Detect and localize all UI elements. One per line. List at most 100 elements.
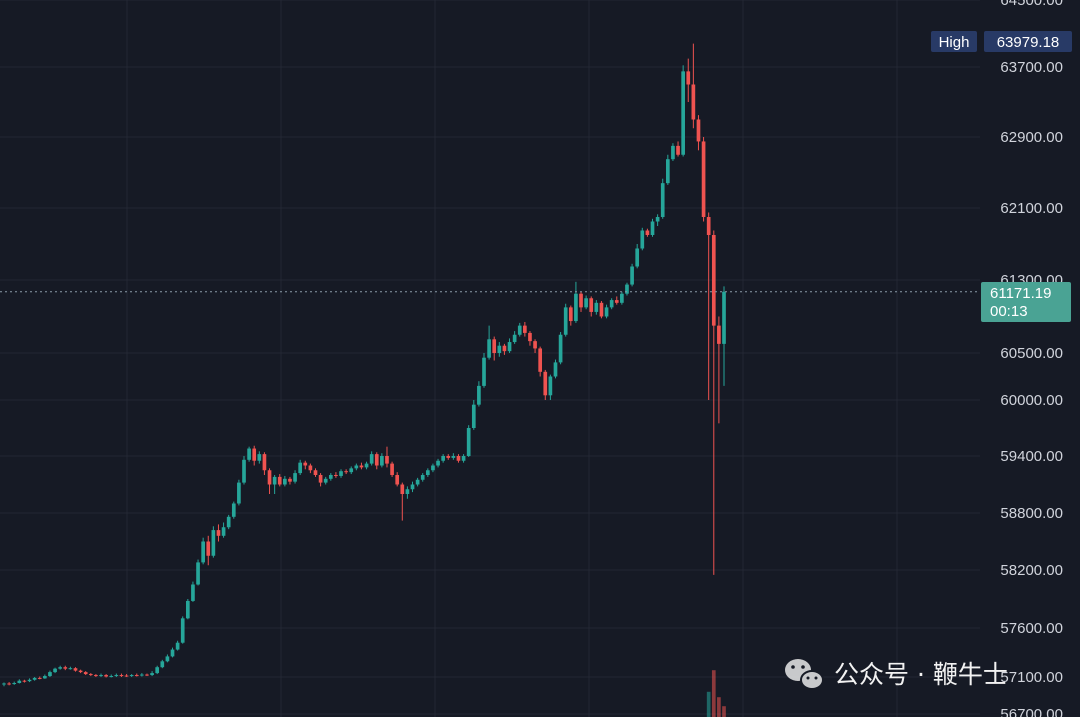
candle-body bbox=[625, 284, 629, 294]
candle-body bbox=[104, 675, 108, 677]
candle-body bbox=[231, 503, 236, 517]
candle-body bbox=[420, 475, 425, 480]
candle-body bbox=[165, 656, 170, 662]
candle-body bbox=[711, 235, 716, 326]
watermark-text: 公众号 · 鞭牛士 bbox=[834, 660, 1008, 689]
candle-body bbox=[487, 339, 491, 358]
candle-body bbox=[288, 478, 292, 482]
candle-body bbox=[272, 476, 277, 485]
candle-body bbox=[339, 471, 343, 476]
candle-body bbox=[425, 470, 430, 475]
candle-body bbox=[696, 119, 701, 142]
candle-body bbox=[645, 230, 650, 235]
last-price-countdown: 00:13 bbox=[990, 303, 1028, 320]
candle-body bbox=[283, 478, 287, 485]
volume-bar bbox=[717, 697, 721, 717]
last-price-marker: 61171.19 00:13 bbox=[981, 282, 1071, 322]
candle-body bbox=[22, 680, 27, 682]
y-tick-label: 63700.00 bbox=[1000, 59, 1063, 76]
candle-body bbox=[83, 672, 88, 675]
candle-body bbox=[293, 473, 297, 482]
candle-body bbox=[99, 675, 103, 677]
candle-body bbox=[267, 470, 272, 485]
candle-body bbox=[568, 307, 573, 322]
candle-body bbox=[129, 675, 134, 677]
last-price-badge bbox=[981, 282, 1071, 322]
candle-body bbox=[609, 300, 614, 308]
y-tick-label: 57100.00 bbox=[1000, 669, 1063, 686]
candle-body bbox=[589, 298, 594, 312]
y-tick-label: 58200.00 bbox=[1000, 562, 1063, 579]
candle-body bbox=[206, 541, 211, 556]
candle-body bbox=[456, 456, 461, 461]
candle-body bbox=[185, 600, 190, 619]
candle-body bbox=[385, 456, 389, 464]
candle-body bbox=[400, 484, 405, 494]
candle-body bbox=[119, 675, 124, 677]
high-marker: High 63979.18 bbox=[931, 31, 1072, 52]
candle-body bbox=[58, 667, 63, 669]
candle-body bbox=[109, 676, 114, 678]
candle-body bbox=[196, 562, 200, 585]
y-tick-label: 56700.00 bbox=[1000, 706, 1063, 717]
candle-body bbox=[431, 465, 435, 471]
candle-body bbox=[226, 516, 231, 528]
wechat-icon bbox=[785, 659, 824, 690]
candle-body bbox=[145, 674, 149, 676]
candle-body bbox=[477, 385, 481, 405]
candle-body bbox=[252, 448, 257, 461]
candle-body bbox=[446, 456, 451, 458]
candle-body bbox=[395, 475, 400, 485]
candle-body bbox=[650, 221, 655, 235]
candle-body bbox=[68, 668, 73, 670]
candle-body bbox=[722, 291, 726, 344]
candle-body bbox=[436, 460, 440, 466]
candle-body bbox=[17, 680, 22, 684]
candle-body bbox=[160, 661, 165, 668]
candle-body bbox=[415, 479, 420, 485]
y-tick-label: 60500.00 bbox=[1000, 345, 1063, 362]
volume-bar bbox=[722, 706, 726, 717]
candle-body bbox=[63, 667, 68, 669]
volume-bar bbox=[711, 670, 716, 717]
candle-body bbox=[242, 459, 246, 483]
candle-body bbox=[471, 404, 476, 428]
candle-body bbox=[180, 618, 185, 643]
candle-body bbox=[691, 84, 696, 120]
candle-body bbox=[665, 159, 670, 184]
candle-body bbox=[349, 468, 354, 473]
candle-body bbox=[134, 675, 139, 677]
candle-body bbox=[701, 141, 706, 217]
candle-body bbox=[482, 357, 486, 386]
candle-body bbox=[502, 345, 507, 352]
candle-body bbox=[681, 71, 685, 155]
candle-body bbox=[461, 456, 466, 461]
candle-body bbox=[37, 677, 42, 679]
candle-body bbox=[94, 675, 98, 677]
candle-body bbox=[211, 530, 216, 556]
last-price-value: 61171.19 bbox=[990, 285, 1051, 302]
candle-body bbox=[660, 183, 665, 217]
candle-body bbox=[257, 454, 262, 461]
candle-body bbox=[604, 307, 609, 317]
candle-body bbox=[538, 348, 543, 372]
candle-body bbox=[53, 668, 57, 673]
candle-body bbox=[390, 463, 394, 475]
y-tick-label: 64500.00 bbox=[1000, 0, 1063, 9]
candle-body bbox=[584, 298, 588, 308]
candle-body bbox=[32, 677, 37, 680]
candle-body bbox=[594, 302, 599, 312]
candle-body bbox=[574, 293, 578, 322]
candle-body bbox=[114, 675, 119, 677]
watermark: 公众号 · 鞭牛士 bbox=[785, 659, 1008, 690]
candle-body bbox=[410, 484, 415, 490]
volume-bars bbox=[706, 670, 726, 717]
y-tick-label: 59400.00 bbox=[1000, 448, 1063, 465]
y-tick-label: 62900.00 bbox=[1000, 129, 1063, 146]
candle-body bbox=[507, 342, 512, 352]
candle-body bbox=[405, 489, 410, 494]
candle-body bbox=[533, 341, 537, 349]
candle-body bbox=[640, 230, 645, 249]
high-value: 63979.18 bbox=[997, 34, 1060, 51]
candle-body bbox=[323, 478, 328, 483]
